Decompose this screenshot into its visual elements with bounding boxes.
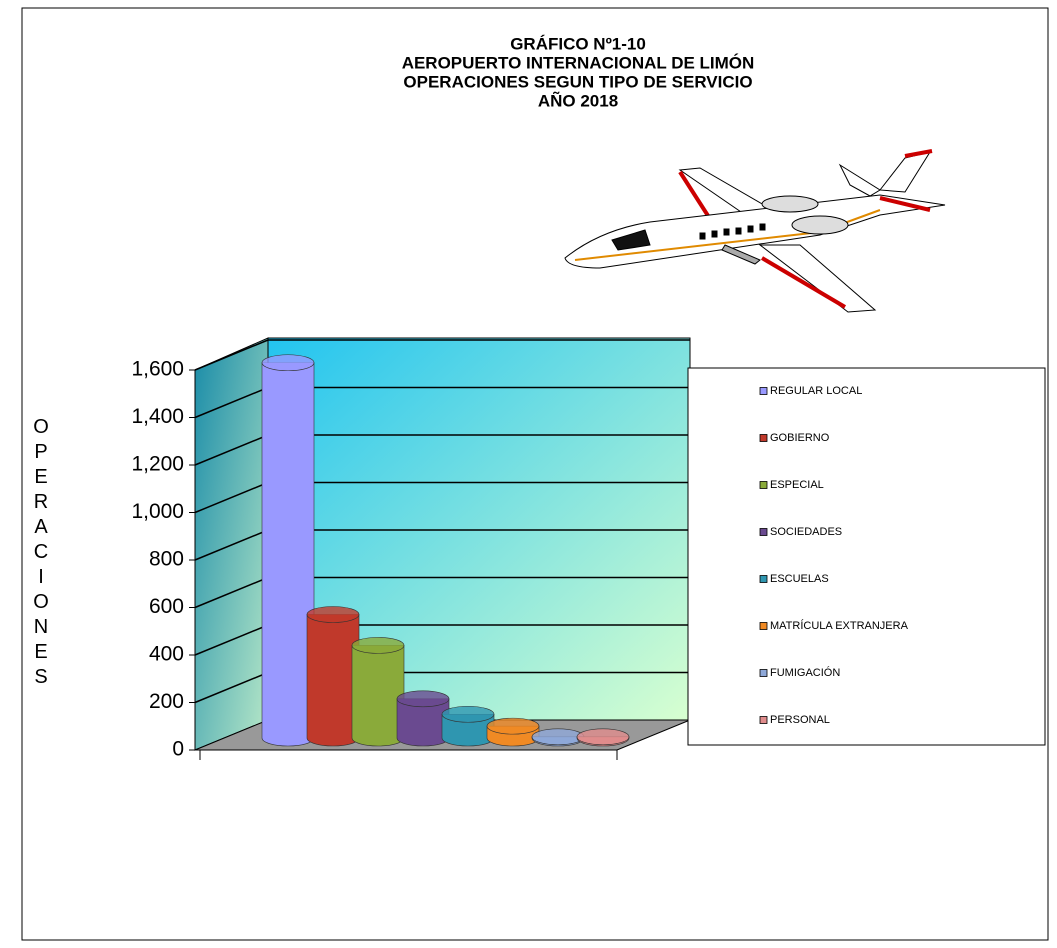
grid-line [194,624,269,656]
chart-title: GRÁFICO Nº1-10 [510,34,646,53]
bar [441,705,495,747]
legend-swatch [759,716,768,724]
grid-line [194,386,269,419]
bar-top [396,690,450,708]
y-tick-label: 1,600 [131,358,184,381]
legend [687,367,1046,746]
chart-title: AÑO 2018 [538,90,618,110]
bar-top [441,705,495,723]
y-tick-label: 600 [149,595,184,618]
bar-top [261,354,315,372]
grid-line [194,434,269,466]
y-tick-label: 1,400 [131,405,184,428]
bar [396,690,450,747]
bar [306,606,360,747]
y-tick-label: 800 [149,548,184,571]
legend-label: ESCUELAS [770,573,829,585]
legend-swatch [759,622,768,630]
y-tick-label: 400 [149,643,184,666]
legend-swatch [759,434,768,442]
legend-label: GOBIERNO [770,432,830,444]
legend-swatch [759,528,768,536]
legend-label: PERSONAL [770,714,830,726]
bar-top [306,606,360,623]
bar [351,637,405,747]
legend-label: SOCIEDADES [770,526,842,538]
bar [531,728,585,747]
chart-title: OPERACIONES SEGUN TIPO DE SERVICIO [403,72,752,91]
bar-body [351,645,405,747]
bar-top [531,728,585,746]
grid-line [194,671,269,704]
legend-label: REGULAR LOCAL [770,385,862,397]
bar-top [351,637,405,654]
legend-swatch [759,481,768,489]
bar-body [261,362,315,747]
airplane-illustration [564,149,946,313]
legend-label: FUMIGACIÓN [770,666,840,679]
grid-line [194,339,269,371]
bar-top [486,717,540,735]
legend-swatch [759,669,768,677]
y-tick-label: 0 [172,738,184,761]
bar [486,717,540,747]
grid-line [194,529,269,561]
chart-title: AEROPUERTO INTERNACIONAL DE LIMÓN [402,53,755,72]
grid-line [194,481,269,514]
legend-label: MATRÍCULA EXTRANJERA [770,619,909,632]
bar [576,728,630,747]
bar-body [306,614,360,747]
y-tick-label: 200 [149,690,184,713]
legend-label: ESPECIAL [770,479,824,491]
y-axis-label: OPERACIONES [30,416,52,691]
grid-line [194,576,269,609]
bar-top [576,728,630,746]
legend-swatch [759,387,768,395]
y-tick-label: 1,200 [131,453,184,476]
y-tick-label: 1,000 [131,500,184,523]
bar [261,354,315,747]
legend-swatch [759,575,768,583]
